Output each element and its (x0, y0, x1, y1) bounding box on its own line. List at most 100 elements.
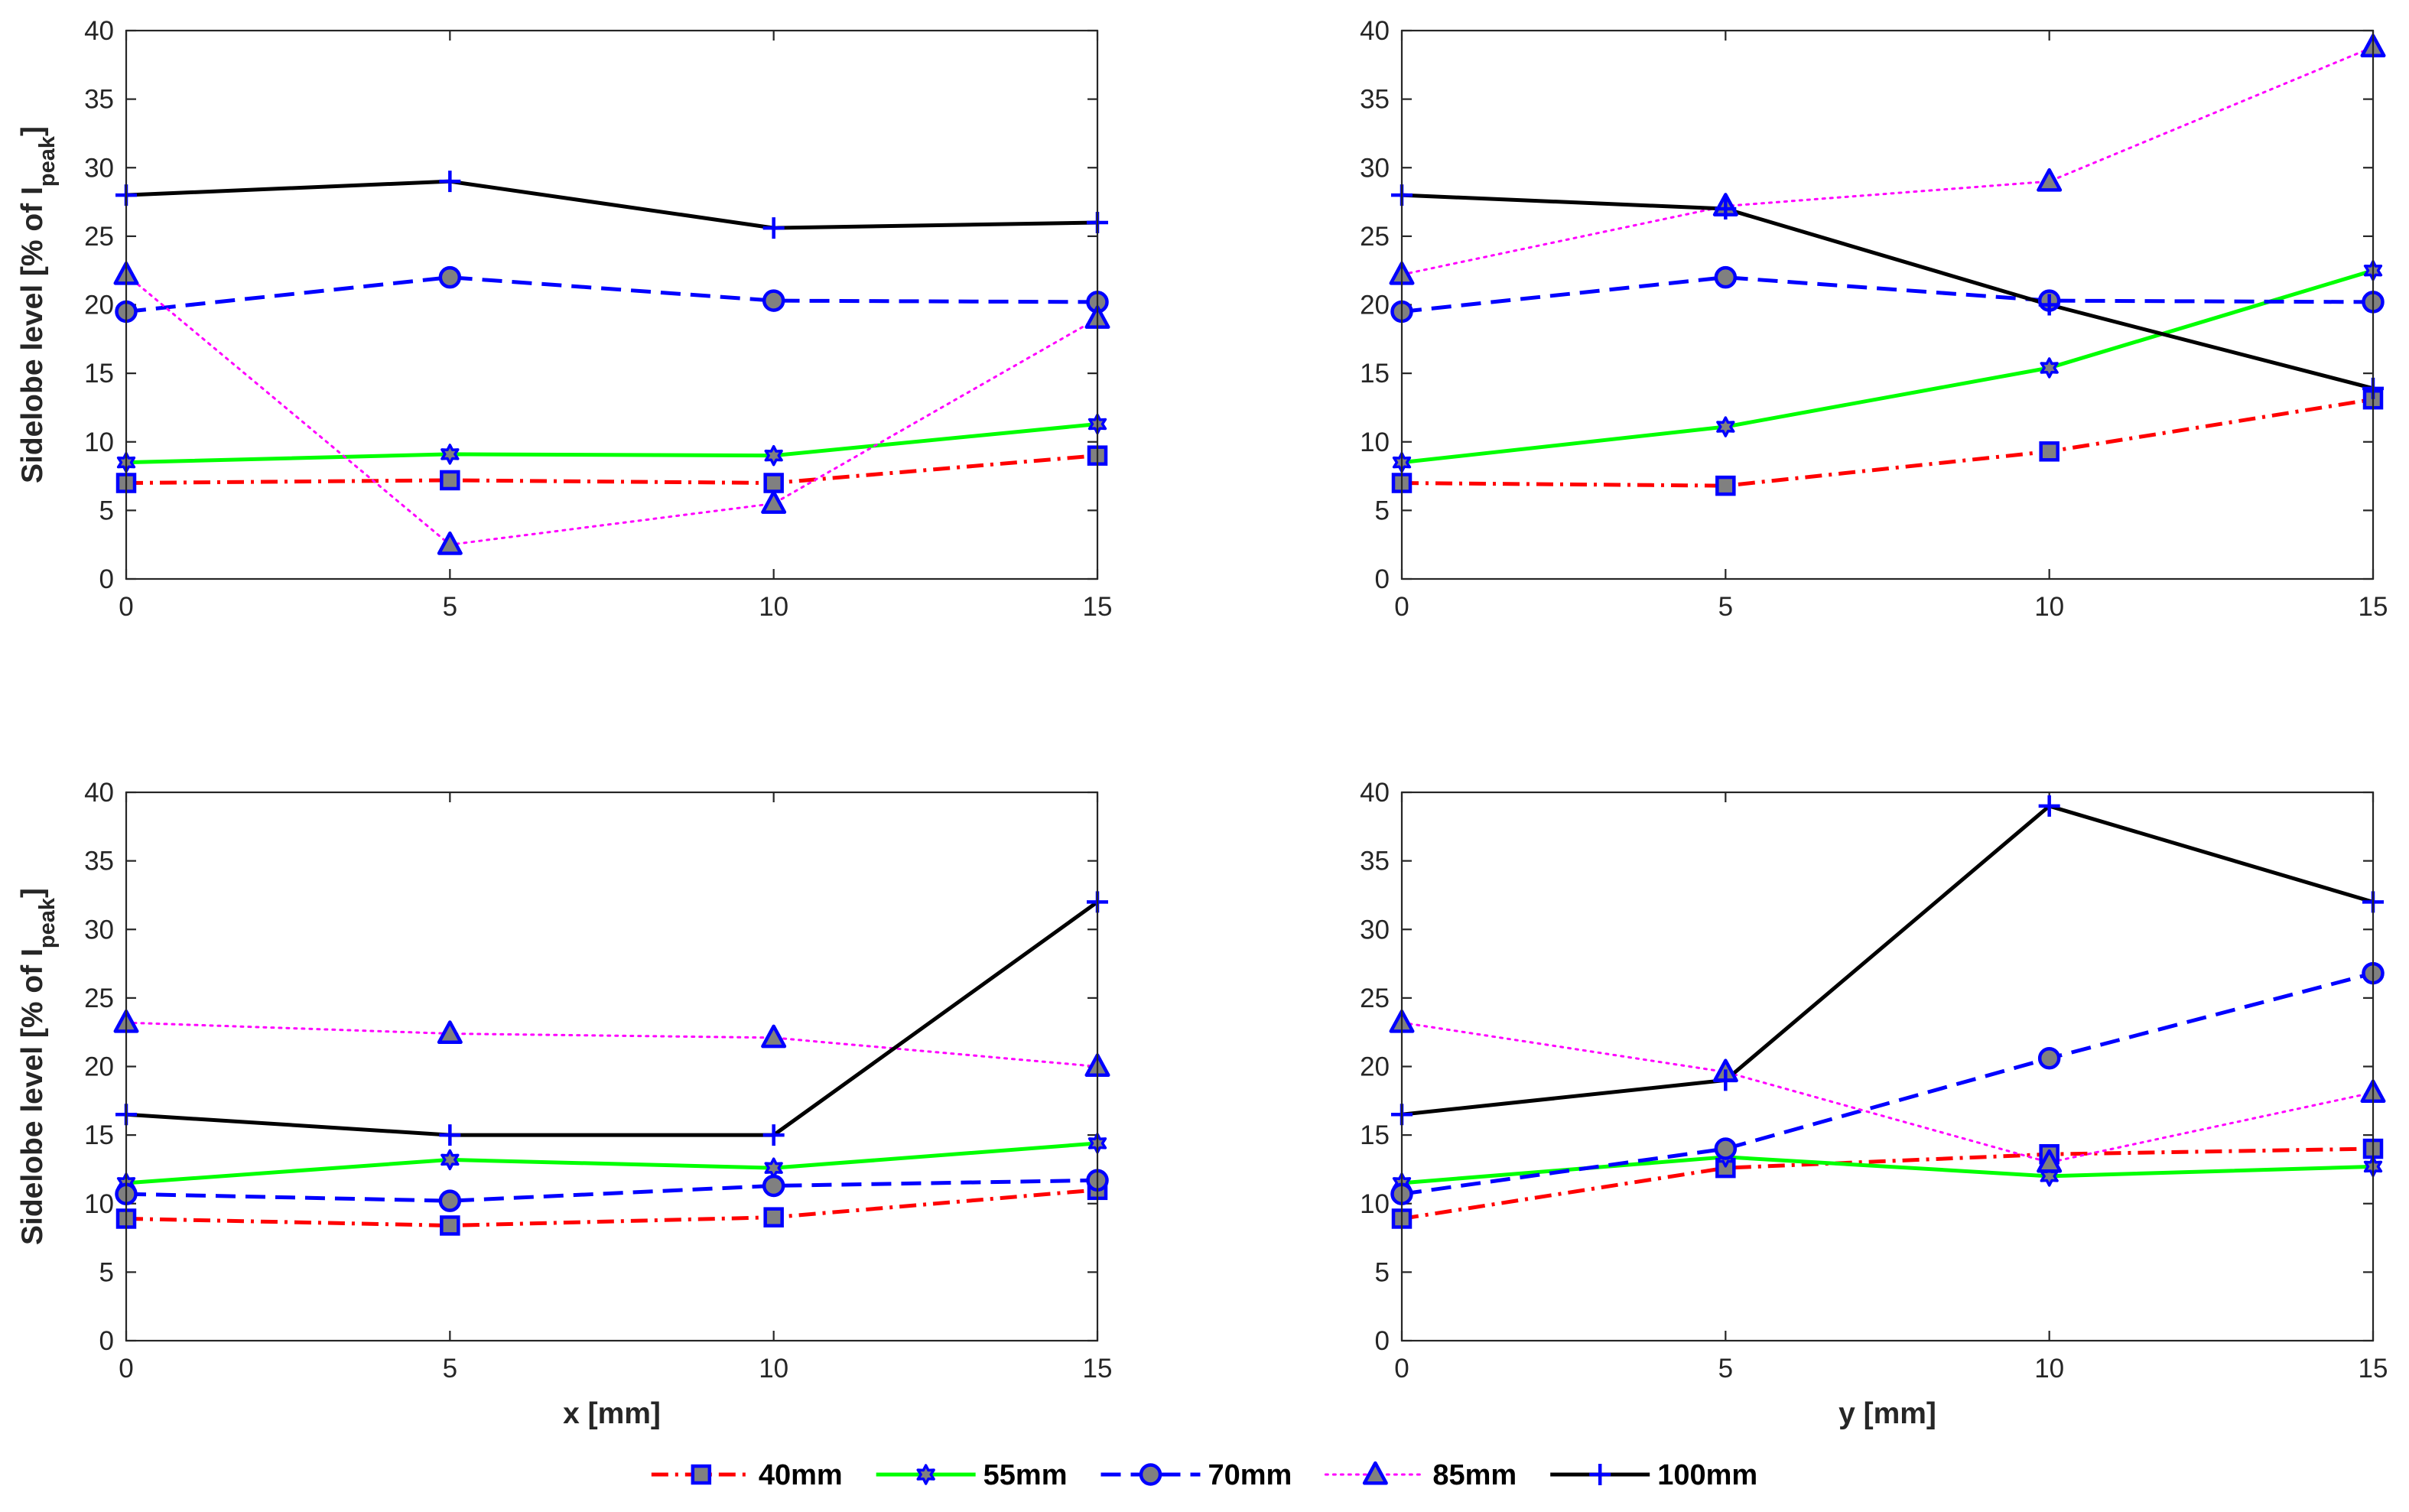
y-tick-label: 25 (84, 984, 114, 1013)
y-tick-label: 35 (84, 847, 114, 876)
x-tick-label: 5 (443, 592, 457, 622)
y-tick-label: 10 (1360, 428, 1390, 457)
x-axis-label: y [mm] (1838, 1397, 1936, 1430)
y-tick-label: 15 (84, 1120, 114, 1150)
data-point-100mm (1715, 1069, 1737, 1091)
data-point-70mm (2037, 1046, 2061, 1070)
data-point-100mm (2038, 795, 2060, 817)
series-line-40mm (1401, 397, 2374, 488)
x-tick-label: 0 (119, 1354, 133, 1384)
series-line-70mm (125, 275, 1098, 314)
series-line-100mm (125, 900, 1099, 1137)
y-tick-label: 40 (84, 778, 114, 808)
plot-area (126, 31, 1097, 579)
y-tick-label: 15 (1360, 1120, 1390, 1150)
y-tick-label: 20 (84, 1052, 114, 1082)
y-tick-label: 40 (84, 16, 114, 46)
data-point-70mm (1714, 1137, 1738, 1160)
x-tick-label: 0 (1394, 1354, 1409, 1384)
legend-item-55mm: 55mm (876, 1459, 1068, 1491)
data-point-70mm (438, 1189, 462, 1212)
data-point-85mm (2037, 1149, 2063, 1173)
series-line-70mm (1401, 971, 2374, 1196)
data-point-100mm (439, 171, 461, 193)
y-tick-label: 15 (1360, 359, 1390, 389)
legend-marker (1362, 1461, 1388, 1485)
y-tick-label: 5 (1375, 496, 1390, 525)
data-point-70mm (762, 1174, 785, 1198)
y-tick-label: 0 (1375, 564, 1390, 594)
series-line-85mm (125, 1021, 1099, 1068)
series-line-100mm (1401, 193, 2374, 391)
data-point-85mm (761, 490, 787, 514)
data-point-70mm (1714, 265, 1738, 289)
data-point-55mm (2040, 357, 2059, 379)
legend-item-100mm: 100mm (1550, 1459, 1757, 1491)
data-point-40mm (2039, 441, 2060, 462)
y-tick-label: 20 (84, 291, 114, 320)
chart-panel-top-left: 0 5 10 15 20 25 30 35 40 0 5 10 15 Sidelobe level [% … (16, 16, 1112, 622)
series-line-85mm (1400, 1021, 2375, 1164)
y-tick-label: 20 (1360, 1052, 1390, 1082)
legend-marker (1139, 1463, 1162, 1486)
data-point-100mm (1715, 198, 1737, 220)
x-tick-label: 15 (2359, 592, 2388, 622)
data-point-100mm (2038, 294, 2060, 316)
x-tick-label: 5 (1718, 592, 1733, 622)
series-group (1389, 795, 2386, 1229)
y-tick-label: 40 (1360, 778, 1390, 808)
legend: 40mm 55mm 70mm 85mm 100mm (651, 1459, 1757, 1491)
data-point-85mm (761, 1024, 787, 1049)
y-tick-label: 5 (99, 1257, 114, 1287)
series-line-55mm (125, 421, 1098, 465)
axis-ticks: 0 5 10 15 20 25 30 35 40 0 5 10 15 (84, 778, 1112, 1384)
legend-item-85mm: 85mm (1324, 1459, 1517, 1491)
x-axis-label: x [mm] (563, 1397, 661, 1430)
x-tick-label: 0 (1394, 592, 1409, 622)
legend-marker (691, 1464, 712, 1485)
data-point-85mm (437, 1020, 463, 1044)
data-point-40mm (440, 470, 460, 491)
data-point-40mm (763, 1207, 784, 1227)
legend-label: 85mm (1432, 1459, 1517, 1491)
y-tick-label: 0 (1375, 1326, 1390, 1356)
chart-panel-top-right: 0 5 10 15 20 25 30 35 40 0 5 10 15 (1360, 16, 2388, 622)
y-tick-label: 15 (84, 359, 114, 389)
x-tick-label: 15 (2359, 1354, 2388, 1384)
data-point-70mm (438, 265, 462, 289)
data-point-55mm (441, 444, 460, 465)
chart-panel-bottom-left: 0 5 10 15 20 25 30 35 40 0 5 10 15 Sidelobe level [% … (16, 778, 1112, 1430)
data-point-40mm (1715, 475, 1736, 496)
legend-label: 100mm (1657, 1459, 1757, 1491)
series-group (1389, 34, 2386, 496)
series-line-85mm (125, 273, 1099, 546)
data-point-70mm (762, 289, 785, 312)
axes-box (125, 791, 1099, 1342)
series-markers-85mm (113, 1009, 1110, 1077)
data-point-100mm (439, 1124, 461, 1146)
y-tick-label: 10 (1360, 1189, 1390, 1219)
legend-marker (1589, 1464, 1611, 1485)
axes-box (125, 29, 1099, 580)
x-tick-label: 15 (1083, 592, 1113, 622)
axes-box (1400, 791, 2375, 1342)
axes-box (1400, 29, 2375, 580)
x-tick-label: 5 (1718, 1354, 1733, 1384)
y-tick-label: 30 (1360, 153, 1390, 183)
legend-item-40mm: 40mm (651, 1459, 843, 1491)
chart-panel-bottom-right: 0 5 10 15 20 25 30 35 40 0 5 10 15 y [mm] (1360, 778, 2388, 1430)
x-tick-label: 5 (443, 1354, 457, 1384)
y-tick-label: 35 (1360, 85, 1390, 115)
x-tick-label: 10 (2034, 1354, 2064, 1384)
data-point-100mm (762, 217, 785, 239)
y-tick-label: 20 (1360, 291, 1390, 320)
plot-area (1402, 31, 2373, 579)
x-tick-label: 15 (1083, 1354, 1113, 1384)
legend-label: 55mm (983, 1459, 1068, 1491)
data-point-40mm (763, 473, 784, 493)
data-point-85mm (437, 531, 463, 555)
y-tick-label: 25 (84, 222, 114, 252)
series-line-70mm (125, 1178, 1098, 1203)
y-tick-label: 5 (1375, 1257, 1390, 1287)
